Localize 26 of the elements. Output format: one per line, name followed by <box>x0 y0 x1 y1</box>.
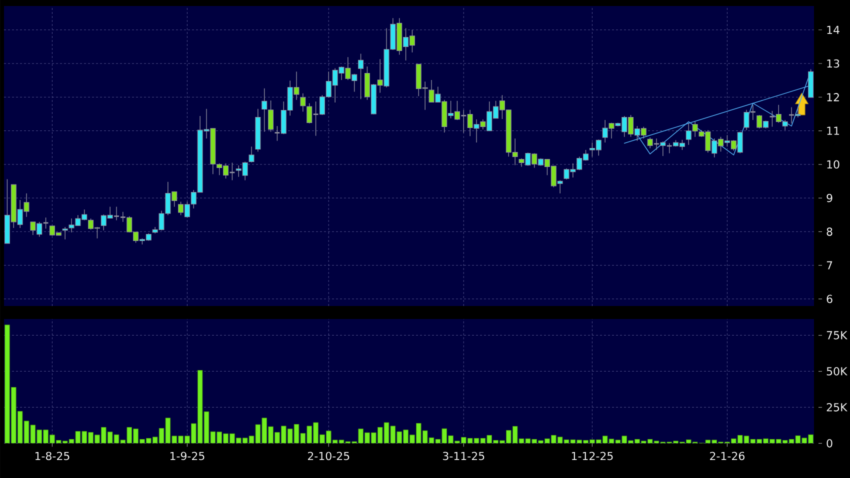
candlestick <box>300 93 306 112</box>
y-tick-label: 12 <box>827 93 839 102</box>
candlestick <box>62 226 68 240</box>
x-tick-label: 1-9-25 <box>170 452 204 460</box>
y-tick-label: 13 <box>827 59 840 68</box>
y-tick-label: 10 <box>827 160 840 169</box>
x-tick-label: 2-1-26 <box>710 452 744 460</box>
x-tick-label: 2-10-25 <box>308 452 350 460</box>
candlestick <box>248 146 254 163</box>
x-tick-label: 3-11-25 <box>443 452 484 460</box>
y-tick-label: 6 <box>826 294 832 304</box>
x-tick-label: 1-8-25 <box>35 452 70 460</box>
y-tick-label: 11 <box>827 126 840 135</box>
y-tick-label: 25K <box>826 403 848 412</box>
y-tick-label: 8 <box>826 228 832 236</box>
candlestick <box>42 217 49 229</box>
y-tick-label: 7 <box>826 261 832 270</box>
y-tick-label: 75K <box>826 331 848 340</box>
y-tick-label: 9 <box>826 194 832 202</box>
y-tick-label: 0 <box>826 439 832 448</box>
candlestick <box>268 100 274 132</box>
y-tick-label: 14 <box>827 26 840 34</box>
x-tick-label: 1-12-25 <box>572 452 613 460</box>
y-tick-label: 50K <box>826 367 848 376</box>
candlestick <box>358 53 364 100</box>
candlestick <box>262 88 268 132</box>
